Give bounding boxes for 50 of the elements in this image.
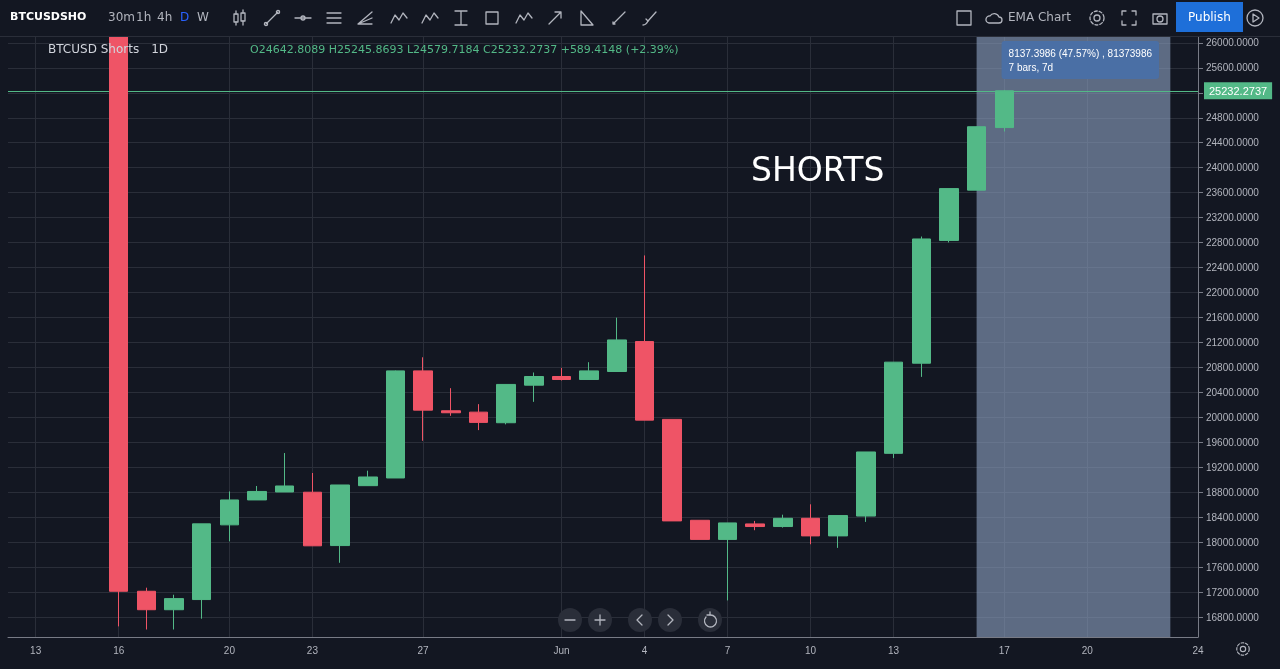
y-tick-label: 16800.0000 — [1206, 611, 1260, 623]
y-tick-label: 20400.0000 — [1206, 386, 1260, 398]
y-tick-label: 22000.0000 — [1206, 287, 1260, 298]
text: BTCUSDSHO — [10, 10, 87, 23]
text: 4h — [157, 10, 173, 24]
y-tick-label: 23200.0000 — [1206, 212, 1260, 224]
y-tick-label: 22800.0000 — [1206, 237, 1260, 249]
x-tick-label: 17 — [998, 644, 1011, 656]
x-tick-label: 27 — [417, 644, 430, 656]
y-tick-label: 18800.0000 — [1206, 486, 1260, 498]
x-tick-label: 20 — [223, 644, 236, 656]
y-tick-label: 24000.0000 — [1206, 162, 1260, 174]
y-tick-label: 17600.0000 — [1206, 561, 1260, 573]
y-tick-label: 19600.0000 — [1206, 436, 1260, 448]
text: W — [197, 10, 209, 24]
text: BTCUSD Shorts — [48, 42, 140, 56]
text: D — [180, 10, 190, 24]
x-tick-label: 10 — [805, 644, 817, 656]
y-tick-label: 17200.0000 — [1206, 586, 1260, 598]
annotation: SHORTS — [751, 150, 885, 189]
x-tick-label: 4 — [641, 644, 648, 656]
text: EMA Chart — [1008, 10, 1071, 24]
annotation: O24642.8089 H25245.8693 L24579.7184 C25232.2737 +589.4148 (+2.39%) — [250, 43, 679, 56]
x-tick-label: 20 — [1081, 644, 1094, 656]
text: 30m — [108, 10, 135, 24]
x-tick-label: 24 — [1192, 644, 1204, 656]
ref-line-label: 25232.2737 — [1209, 84, 1268, 97]
text: 1h — [136, 10, 152, 24]
y-tick-label: 18000.0000 — [1206, 536, 1260, 548]
y-tick-label: 24400.0000 — [1206, 137, 1260, 149]
y-tick-label: 20000.0000 — [1206, 411, 1260, 423]
band-label: 8137.3986 (47.57%) , 81373986 7 bars, 7d — [1008, 47, 1153, 73]
y-tick-label: 23600.0000 — [1206, 187, 1260, 199]
x-tick-label: 23 — [306, 644, 319, 656]
y-tick-label: 20800.0000 — [1206, 361, 1260, 373]
x-tick-label: 13 — [30, 644, 42, 656]
y-tick-label: 21200.0000 — [1206, 336, 1260, 348]
x-tick-label: Jun — [553, 644, 570, 656]
y-tick-label: 19200.0000 — [1206, 461, 1260, 473]
x-tick-label: 7 — [724, 644, 731, 656]
x-tick-label: 13 — [888, 644, 900, 656]
text: 1D — [151, 42, 169, 56]
y-tick-label: 24800.0000 — [1206, 112, 1260, 124]
text: Publish — [1176, 2, 1243, 32]
x-tick-label: 16 — [113, 644, 125, 656]
y-tick-label: 25600.0000 — [1206, 62, 1260, 74]
y-tick-label: 22400.0000 — [1206, 262, 1260, 274]
y-tick-label: 18400.0000 — [1206, 511, 1260, 523]
y-tick-label: 26000.0000 — [1206, 37, 1260, 49]
y-tick-label: 21600.0000 — [1206, 311, 1260, 323]
